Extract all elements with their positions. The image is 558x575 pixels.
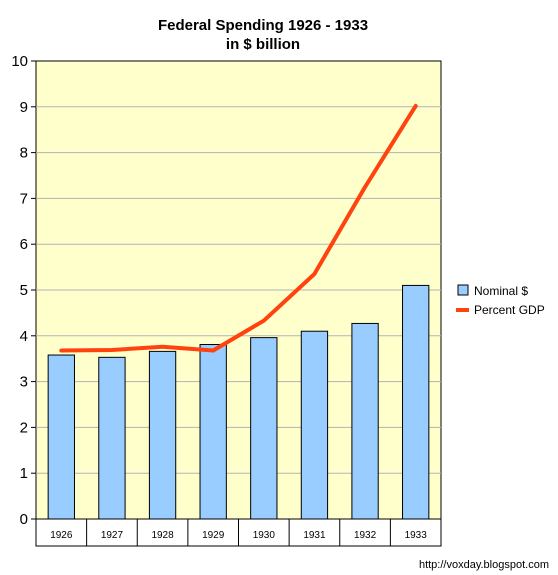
bar-1933 [402, 284, 430, 520]
y-tick-label: 2 [20, 419, 28, 436]
percent-gdp-line [59, 103, 418, 353]
x-axis: 1926 1927 1928 1929 1930 1931 1932 1933 [35, 518, 442, 547]
x-tick-label: 1931 [303, 530, 326, 541]
x-tick-label: 1933 [405, 530, 428, 541]
bar-series [47, 284, 430, 520]
bar-1926 [47, 354, 75, 520]
y-tick-label: 10 [11, 53, 28, 70]
source-note: http://voxday.blogspot.com [419, 559, 549, 571]
bar-1932 [351, 322, 379, 520]
legend-label-nominal: Nominal $ [474, 284, 528, 298]
x-tick-label: 1930 [253, 530, 276, 541]
chart-title: Federal Spending 1926 - 1933 [158, 17, 368, 34]
legend-swatch-nominal [457, 284, 469, 296]
y-tick-label: 3 [20, 374, 28, 391]
x-tick-label: 1932 [354, 530, 377, 541]
y-axis: 0 1 2 3 4 5 6 7 8 9 10 [11, 53, 36, 528]
legend: Nominal $ Percent GDP [456, 284, 545, 317]
y-tick-label: 5 [20, 282, 28, 299]
y-tick-label: 6 [20, 236, 28, 253]
y-tick-label: 8 [20, 145, 28, 162]
bar-1930 [250, 337, 278, 520]
legend-label-percent-gdp: Percent GDP [474, 303, 545, 317]
x-tick-label: 1926 [50, 530, 73, 541]
y-tick-label: 1 [20, 465, 28, 482]
y-tick-label: 4 [20, 328, 28, 345]
bar-1928 [148, 350, 177, 520]
bar-1927 [98, 356, 126, 520]
y-tick-label: 0 [20, 511, 28, 528]
bar-1929 [199, 344, 227, 520]
x-tick-label: 1928 [151, 530, 174, 541]
y-tick-label: 9 [20, 99, 28, 116]
x-tick-label: 1927 [101, 530, 124, 541]
chart-subtitle: in $ billion [226, 36, 300, 53]
y-tick-label: 7 [20, 190, 28, 207]
x-tick-label: 1929 [202, 530, 225, 541]
bar-1931 [300, 330, 329, 520]
